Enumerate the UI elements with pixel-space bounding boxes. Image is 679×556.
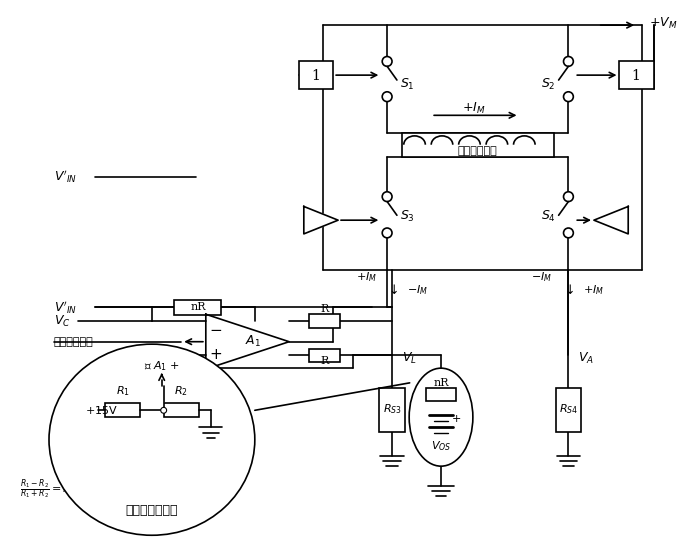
Polygon shape xyxy=(206,314,289,369)
Bar xyxy=(380,388,405,432)
Text: $+15\rm{V}$: $+15\rm{V}$ xyxy=(86,404,118,416)
Circle shape xyxy=(382,57,392,66)
Bar xyxy=(309,349,340,363)
Bar xyxy=(619,61,654,89)
Text: $+I_M$: $+I_M$ xyxy=(583,283,604,297)
Bar xyxy=(309,314,340,328)
Text: R: R xyxy=(320,356,329,366)
Bar xyxy=(402,133,554,157)
Bar xyxy=(105,404,140,417)
Text: $\downarrow$: $\downarrow$ xyxy=(562,283,574,297)
Text: $V'_{IN}$: $V'_{IN}$ xyxy=(54,299,77,316)
Bar xyxy=(175,300,221,315)
Text: 1: 1 xyxy=(631,69,640,83)
Circle shape xyxy=(382,192,392,202)
Text: $\frac{15R_2}{R_1+R_2}=V_{OS}$: $\frac{15R_2}{R_1+R_2}=V_{OS}$ xyxy=(172,476,235,501)
Text: $R_2$: $R_2$ xyxy=(175,384,188,398)
Text: $+I_M$: $+I_M$ xyxy=(462,101,485,116)
Text: $S_4$: $S_4$ xyxy=(540,208,555,224)
Ellipse shape xyxy=(409,368,473,466)
Text: 1: 1 xyxy=(311,69,320,83)
Circle shape xyxy=(382,92,392,102)
Text: nR: nR xyxy=(190,302,206,312)
Text: 至 $A_1$ +: 至 $A_1$ + xyxy=(144,359,180,373)
Bar xyxy=(555,388,581,432)
Text: $V_{OS}$: $V_{OS}$ xyxy=(430,440,452,454)
Text: 电动机相绕组: 电动机相绕组 xyxy=(458,146,497,156)
Circle shape xyxy=(564,228,573,238)
Text: 戴维宁等效电路: 戴维宁等效电路 xyxy=(126,504,178,517)
Text: $V_A$: $V_A$ xyxy=(579,351,594,366)
Text: $+$: $+$ xyxy=(209,349,222,363)
Circle shape xyxy=(161,408,166,413)
Text: $V_C$: $V_C$ xyxy=(54,314,71,329)
Text: $A_1$: $A_1$ xyxy=(245,334,261,349)
Text: $\frac{R_1-R_2}{R_1+R_2}=nR$: $\frac{R_1-R_2}{R_1+R_2}=nR$ xyxy=(20,476,78,501)
Polygon shape xyxy=(304,206,338,234)
Text: $+I_M$: $+I_M$ xyxy=(356,270,378,284)
Text: $R_{S4}$: $R_{S4}$ xyxy=(559,403,578,416)
Text: $-I_M$: $-I_M$ xyxy=(531,270,552,284)
Text: +: + xyxy=(452,414,462,424)
Text: $V_L$: $V_L$ xyxy=(402,351,417,366)
Bar xyxy=(299,61,333,89)
Bar xyxy=(164,404,199,417)
Polygon shape xyxy=(594,206,628,234)
Text: $S_2$: $S_2$ xyxy=(541,76,555,92)
Text: R: R xyxy=(320,304,329,314)
Text: $\downarrow$: $\downarrow$ xyxy=(386,283,398,297)
Bar xyxy=(426,388,456,401)
Text: $-$: $-$ xyxy=(209,322,222,336)
Text: $S_1$: $S_1$ xyxy=(400,76,414,92)
Text: $-I_M$: $-I_M$ xyxy=(407,283,428,297)
Text: $R_{S3}$: $R_{S3}$ xyxy=(382,403,401,416)
Text: 接误差放大器: 接误差放大器 xyxy=(54,337,94,347)
Circle shape xyxy=(564,57,573,66)
Text: $+V_M$: $+V_M$ xyxy=(649,16,677,31)
Text: $R_1$: $R_1$ xyxy=(115,384,130,398)
Text: $V'_{IN}$: $V'_{IN}$ xyxy=(54,169,77,185)
Circle shape xyxy=(382,228,392,238)
Circle shape xyxy=(564,92,573,102)
Ellipse shape xyxy=(49,344,255,535)
Text: nR: nR xyxy=(433,378,449,388)
Circle shape xyxy=(564,192,573,202)
Text: $S_3$: $S_3$ xyxy=(400,208,415,224)
